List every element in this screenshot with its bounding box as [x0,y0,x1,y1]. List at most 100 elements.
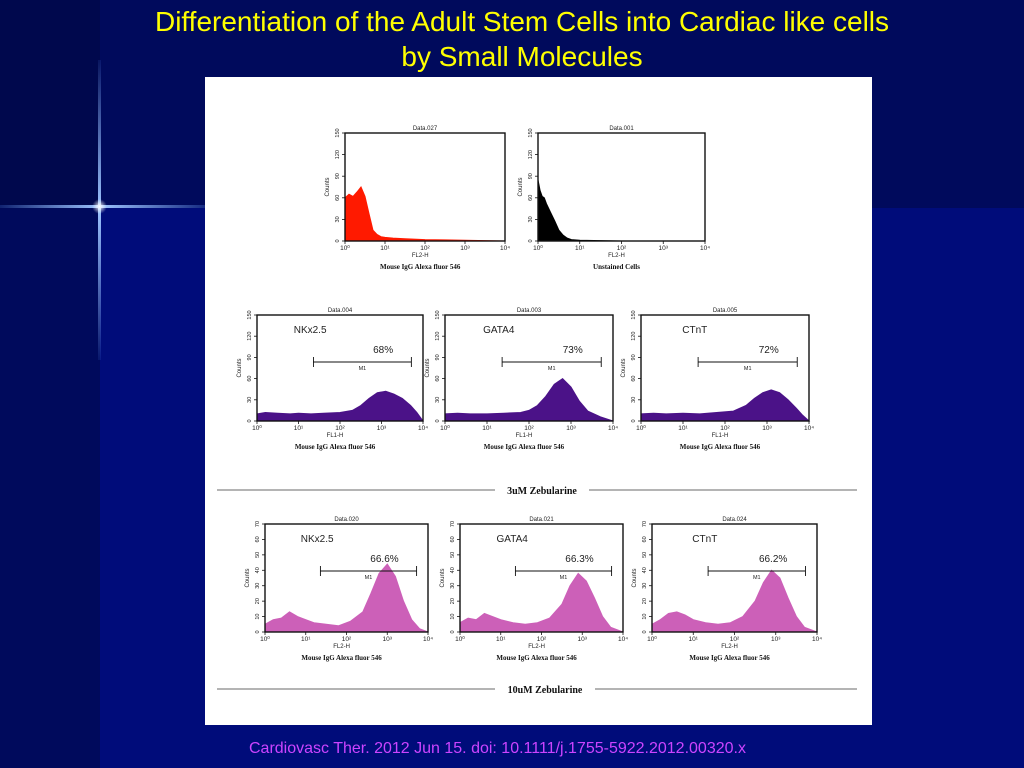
y-axis-label: Counts [632,568,638,587]
histogram-area [256,390,424,422]
x-tick-label: 10¹ [689,636,699,643]
marker-label: NKx2.5 [301,534,334,545]
x-tick-label: 10⁰ [252,424,262,432]
panel-caption: Mouse IgG Alexa fluor 546 [689,654,770,662]
y-axis-label: Counts [440,568,446,587]
x-tick-label: 10⁴ [700,245,710,252]
gate-label: M1 [365,575,373,581]
x-tick-label: 10¹ [380,245,390,252]
y-tick-label: 30 [450,583,456,589]
x-tick-label: 10³ [659,245,669,252]
x-tick-label: 10¹ [678,425,688,432]
background-corner [0,0,100,208]
data-label: Data.005 [713,308,738,314]
histogram-c6: Data.020 0 10 20 30 40 50 60 70 Counts 10⁰ 10¹ 10² 10… [245,517,433,662]
x-axis-label: FL2-H [412,253,429,259]
x-axis-label: FL2-H [608,253,625,259]
marker-label: CTnT [692,534,717,545]
y-tick-label: 0 [450,630,456,633]
x-tick-label: 10³ [566,425,576,432]
y-tick-label: 60 [631,376,637,382]
histogram-c2: Data.001 0 30 60 90 120 150 Counts 10⁰ 10¹ 10² 10³ 1… [518,126,710,271]
data-label: Data.020 [334,517,359,523]
x-axis-label: FL2-H [333,644,350,650]
y-tick-label: 150 [528,128,534,137]
y-tick-label: 10 [450,614,456,620]
gate-label: M1 [744,366,752,372]
x-tick-label: 10⁰ [636,424,646,432]
panel-caption: Mouse IgG Alexa fluor 546 [380,263,461,271]
y-tick-label: 40 [255,567,261,573]
slide-title-line-2: by Small Molecules [401,41,643,72]
marker-label: GATA4 [483,325,515,336]
gate-label: M1 [753,575,761,581]
y-tick-label: 0 [335,239,341,242]
marker-label: GATA4 [497,534,529,545]
y-axis-label: Counts [325,177,331,196]
gate-label: M1 [560,575,568,581]
x-tick-label: 10⁴ [423,636,433,643]
gate-label: M1 [548,366,556,372]
y-tick-label: 120 [631,332,637,341]
slide-title: Differentiation of the Adult Stem Cells … [40,4,1004,74]
y-axis-label: Counts [237,358,243,377]
data-label: Data.001 [609,126,634,132]
y-tick-label: 30 [435,397,441,403]
y-tick-label: 30 [255,583,261,589]
y-tick-label: 30 [631,397,637,403]
y-tick-label: 10 [642,614,648,620]
histogram-c7: Data.021 0 10 20 30 40 50 60 70 Counts 10⁰ 10¹ 10² 10… [440,517,628,662]
x-axis-label: FL1-H [516,433,533,439]
y-tick-label: 60 [642,536,648,542]
x-tick-label: 10¹ [575,245,585,252]
y-tick-label: 120 [247,332,253,341]
histogram-area [344,186,506,242]
x-axis-label: FL2-H [721,644,738,650]
x-tick-label: 10³ [578,636,588,643]
x-tick-label: 10¹ [496,636,506,643]
decorative-star-icon [92,199,107,214]
x-tick-label: 10⁴ [812,636,822,643]
histogram-area [651,569,818,633]
y-axis-label: Counts [621,358,627,377]
citation-text: Cardiovasc Ther. 2012 Jun 15. doi: 10.11… [249,740,746,757]
histogram-area [264,563,429,633]
x-tick-label: 10² [524,425,534,432]
histogram-area [459,572,624,633]
y-tick-label: 50 [450,552,456,558]
y-tick-label: 0 [631,419,637,422]
plot-frame [537,132,706,242]
x-axis-label: FL1-H [327,433,344,439]
x-tick-label: 10² [420,245,430,252]
histogram-c5: Data.005 0 30 60 90 120 150 Counts 10⁰ 10¹ 10² 10³ 1… [621,308,814,451]
x-tick-label: 10⁴ [418,425,428,432]
y-tick-label: 10 [255,614,261,620]
histogram-c3: Data.004 0 30 60 90 120 150 Counts 10⁰ 10¹ 10² 10³ 1… [237,308,428,451]
y-tick-label: 30 [247,397,253,403]
y-tick-label: 60 [435,376,441,382]
data-label: Data.003 [517,308,542,314]
panel-caption: Unstained Cells [593,263,640,271]
y-tick-label: 150 [247,310,253,319]
y-tick-label: 60 [528,195,534,201]
y-tick-label: 120 [528,150,534,159]
data-label: Data.027 [413,126,438,132]
y-tick-label: 150 [335,128,341,137]
separator-label-10um: 10uM Zebularine [508,685,583,696]
gate-percent: 72% [759,345,779,356]
plot-frame [444,314,614,422]
x-tick-label: 10¹ [294,425,304,432]
histogram-area [640,389,811,422]
y-tick-label: 0 [255,630,261,633]
x-tick-label: 10³ [771,636,781,643]
y-tick-label: 20 [642,598,648,604]
y-tick-label: 60 [255,536,261,542]
x-tick-label: 10² [720,425,730,432]
x-tick-label: 10² [342,636,352,643]
histogram-area [444,377,614,422]
x-tick-label: 10² [730,636,740,643]
x-axis-label: FL1-H [712,433,729,439]
data-label: Data.021 [529,517,554,523]
y-tick-label: 70 [450,521,456,527]
y-tick-label: 150 [435,310,441,319]
